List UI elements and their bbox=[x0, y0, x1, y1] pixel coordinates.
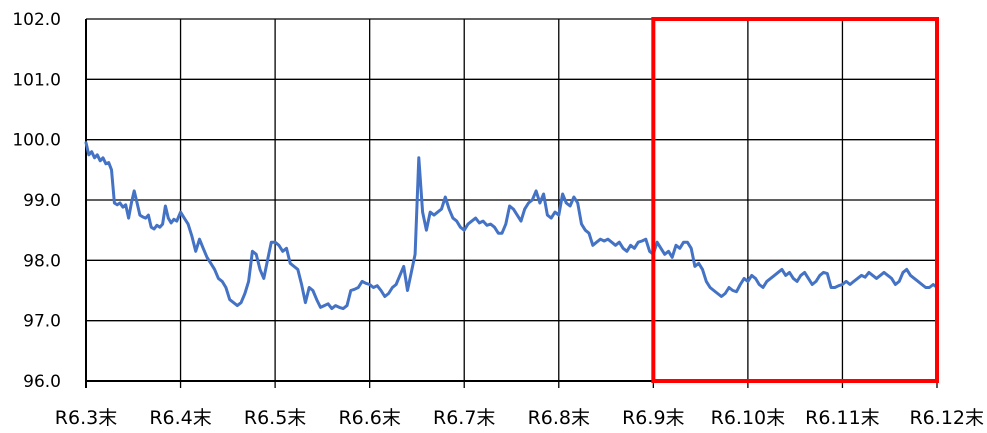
x-tick-label: R6.6末 bbox=[338, 407, 400, 429]
y-tick-label: 97.0 bbox=[23, 312, 61, 332]
x-tick-label: R6.10末 bbox=[711, 407, 786, 429]
y-tick-label: 101.0 bbox=[12, 70, 61, 90]
x-tick-label: R6.4末 bbox=[149, 407, 211, 429]
x-tick-label: R6.11末 bbox=[805, 407, 880, 429]
y-axis-tick-labels: 96.0 97.0 98.0 99.0 100.0 101.0 102.0 bbox=[12, 10, 61, 392]
x-axis-tick-labels: R6.3末 R6.4末 R6.5末 R6.6末 R6.7末 R6.8末 R6.9末 R6.10… bbox=[55, 407, 984, 429]
highlight-box bbox=[651, 17, 939, 383]
y-tick-label: 102.0 bbox=[12, 10, 61, 30]
y-tick-label: 96.0 bbox=[23, 372, 61, 392]
chart-grid bbox=[85, 18, 938, 388]
x-tick-label: R6.7末 bbox=[433, 407, 495, 429]
y-tick-label: 98.0 bbox=[23, 251, 61, 271]
y-tick-label: 100.0 bbox=[12, 131, 61, 151]
x-tick-label: R6.9末 bbox=[622, 407, 684, 429]
x-tick-label: R6.12末 bbox=[909, 407, 984, 429]
series-line bbox=[84, 141, 939, 311]
x-tick-label: R6.5末 bbox=[244, 407, 306, 429]
x-tick-label: R6.8末 bbox=[528, 407, 590, 429]
x-tick-label: R6.3末 bbox=[55, 407, 117, 429]
y-tick-label: 99.0 bbox=[23, 191, 61, 211]
